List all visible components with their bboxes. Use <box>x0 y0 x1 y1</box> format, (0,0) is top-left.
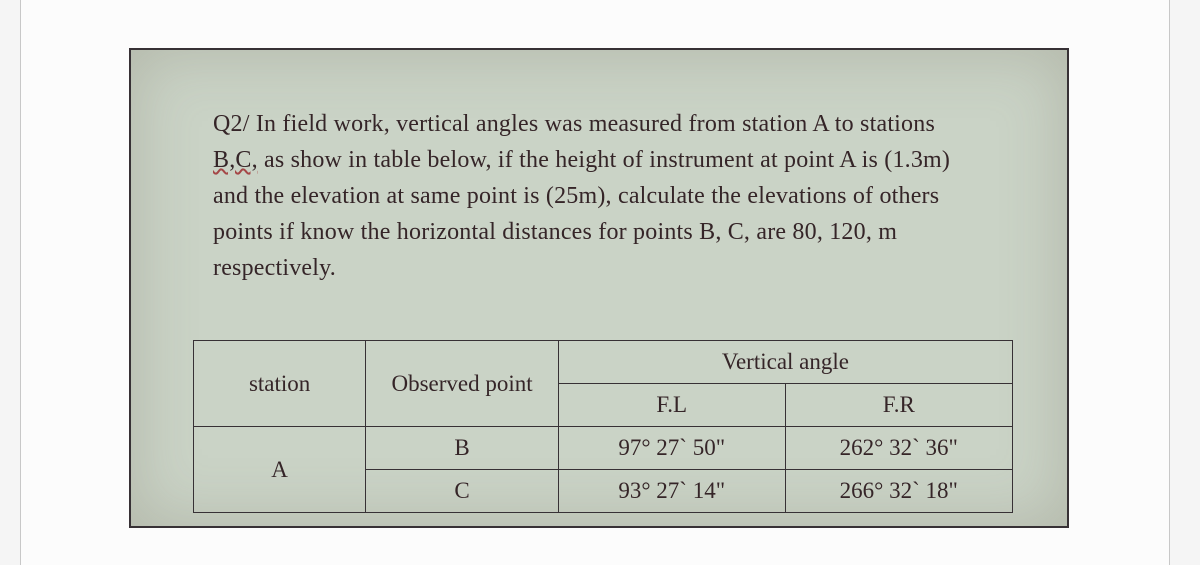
cell-fr: 266° 32` 18" <box>785 470 1012 513</box>
question-line-1: Q2/ In field work, vertical angles was m… <box>213 106 1013 142</box>
question-prefix: Q2/ <box>213 111 256 137</box>
question-line-2: B,C, as show in table below, if the heig… <box>213 142 1013 178</box>
header-observed-point: Observed point <box>366 341 559 427</box>
question-line-5: respectively. <box>213 250 1013 286</box>
page-frame: Q2/ In field work, vertical angles was m… <box>20 0 1170 565</box>
scanned-sheet: Q2/ In field work, vertical angles was m… <box>129 48 1069 528</box>
survey-table: station Observed point Vertical angle F.… <box>193 340 1013 513</box>
cell-fr: 262° 32` 36" <box>785 427 1012 470</box>
header-vertical-angle: Vertical angle <box>558 341 1012 384</box>
header-fr: F.R <box>785 384 1012 427</box>
question-line-1-text: In field work, vertical angles was measu… <box>256 111 935 137</box>
cell-fl: 97° 27` 50" <box>558 427 785 470</box>
question-line-2-rest: as show in table below, if the height of… <box>258 147 950 173</box>
cell-observed: B <box>366 427 559 470</box>
header-fl: F.L <box>558 384 785 427</box>
table-header-row-1: station Observed point Vertical angle <box>194 341 1013 384</box>
cell-station: A <box>194 427 366 513</box>
cell-fl: 93° 27` 14" <box>558 470 785 513</box>
cell-observed: C <box>366 470 559 513</box>
question-line-4: points if know the horizontal distances … <box>213 214 1013 250</box>
header-station: station <box>194 341 366 427</box>
question-line-3: and the elevation at same point is (25m)… <box>213 178 1013 214</box>
question-line-2-emph: B,C, <box>213 147 258 173</box>
question-text: Q2/ In field work, vertical angles was m… <box>213 106 1013 286</box>
table-row: A B 97° 27` 50" 262° 32` 36" <box>194 427 1013 470</box>
